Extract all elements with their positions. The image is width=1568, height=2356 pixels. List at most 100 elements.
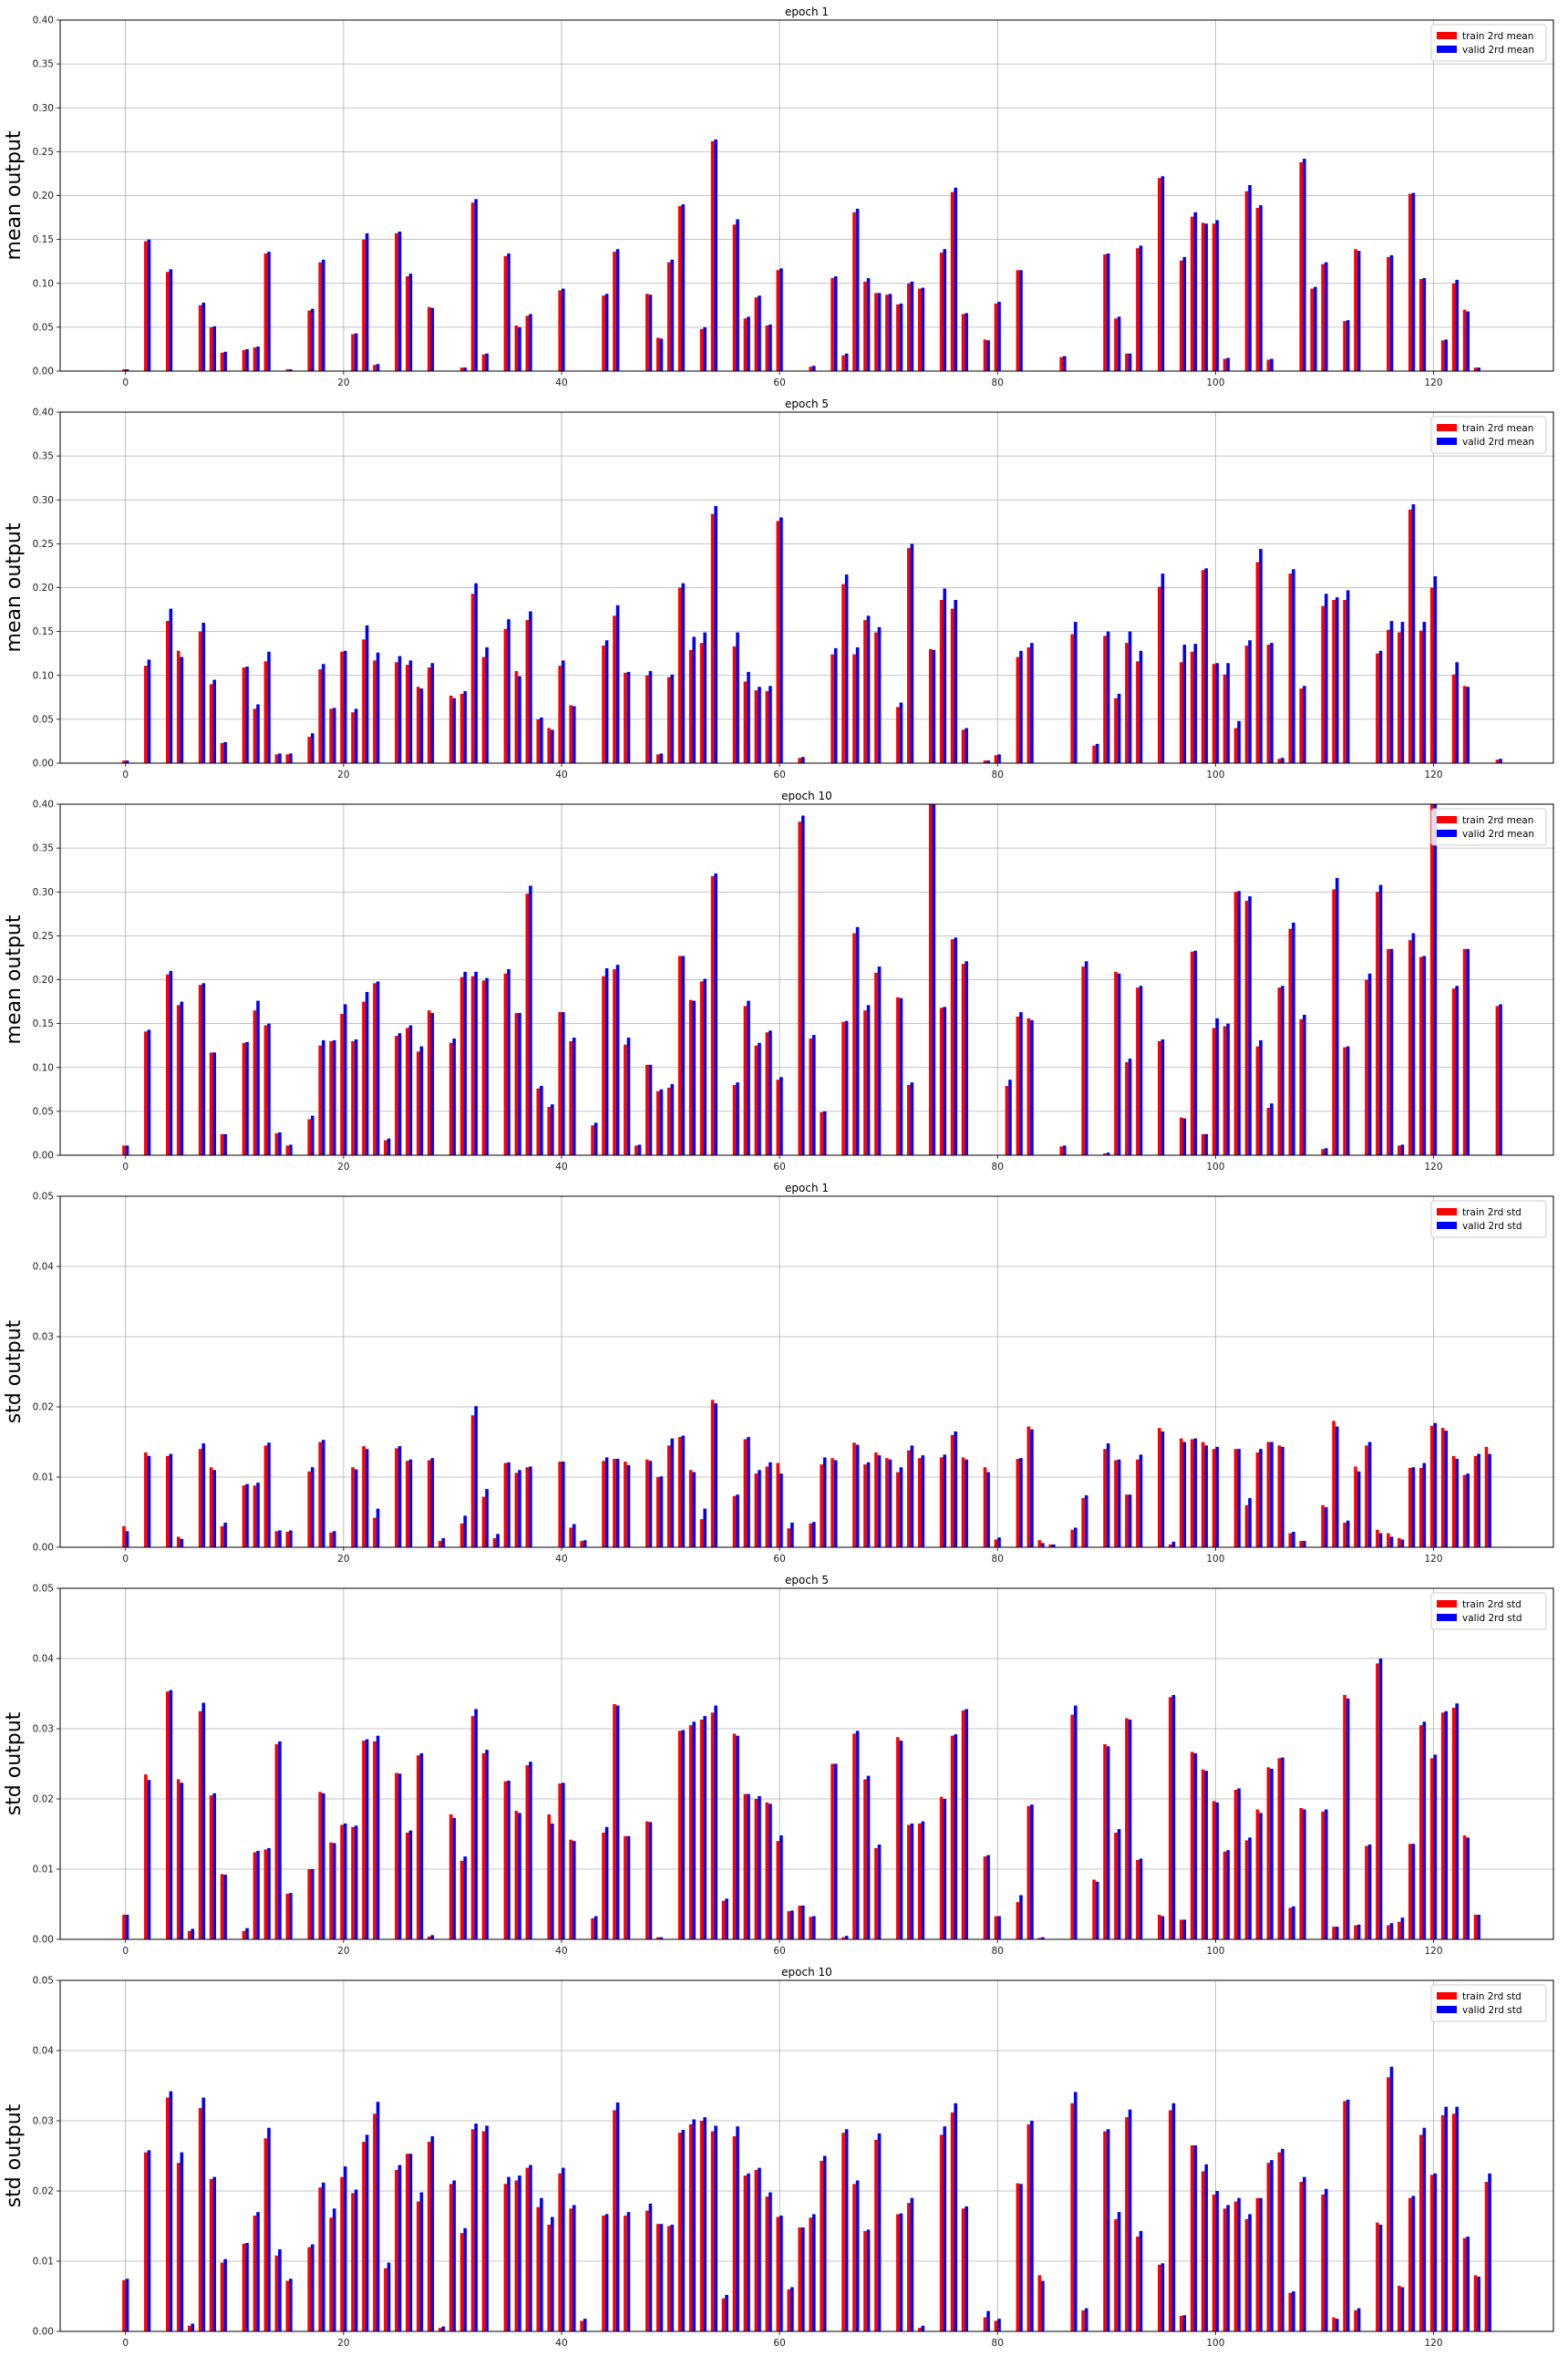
x-tick-label: 0 xyxy=(122,1946,129,1957)
valid-bar xyxy=(1030,643,1034,763)
valid-bar xyxy=(1193,2144,1198,2331)
valid-bar xyxy=(561,1462,565,1547)
valid-bar xyxy=(463,971,467,1155)
valid-bar xyxy=(670,259,675,371)
valid-bar xyxy=(1073,1705,1078,1939)
valid-bar xyxy=(343,1004,347,1155)
train-bar xyxy=(677,206,682,371)
valid-bar xyxy=(877,966,882,1155)
train-bar xyxy=(209,1052,213,1155)
valid-bar xyxy=(855,2180,860,2331)
valid-bar xyxy=(670,674,675,763)
valid-bar xyxy=(485,646,489,763)
train-bar xyxy=(688,2124,693,2331)
train-bar xyxy=(274,1132,279,1155)
valid-bar xyxy=(529,1466,532,1547)
valid-bar xyxy=(1215,1018,1219,1155)
train-bar xyxy=(373,660,377,763)
train-bar xyxy=(536,1088,541,1155)
train-bar xyxy=(645,1064,649,1155)
train-bar xyxy=(1136,2237,1140,2331)
chart-panel-2: 0.00 0.05 0.10 0.15 0.20 0.25 0.30 0.35 0.40 0 20 4… xyxy=(3,790,1554,1173)
valid-bar xyxy=(932,649,936,763)
valid-bar xyxy=(626,1835,631,1939)
valid-bar xyxy=(1389,254,1394,371)
train-bar xyxy=(1136,248,1140,371)
valid-bar xyxy=(1215,1802,1219,1939)
train-bar xyxy=(1103,1449,1107,1547)
valid-bar xyxy=(529,1762,532,1939)
valid-bar xyxy=(1411,1467,1416,1547)
train-bar xyxy=(983,339,987,371)
train-bar xyxy=(307,2247,311,2331)
train-bar xyxy=(253,1010,257,1155)
train-bar xyxy=(688,999,693,1155)
y-tick-label: 0.02 xyxy=(33,1794,54,1805)
train-bar xyxy=(1244,900,1249,1156)
valid-bar xyxy=(1019,1895,1023,1939)
valid-bar xyxy=(769,2192,772,2331)
train-bar xyxy=(1026,1805,1031,1939)
train-bar xyxy=(1212,1028,1216,1155)
valid-bar xyxy=(1106,1152,1110,1155)
train-bar xyxy=(198,2108,202,2331)
train-bar xyxy=(1103,1743,1107,1939)
valid-bar xyxy=(474,2124,478,2331)
valid-bar xyxy=(256,1483,260,1547)
train-bar xyxy=(569,705,573,763)
train-bar xyxy=(1299,161,1304,371)
train-bar xyxy=(1190,951,1194,1155)
train-bar xyxy=(362,239,366,372)
train-bar xyxy=(939,1457,944,1547)
valid-bar xyxy=(452,1817,457,1939)
valid-bar xyxy=(659,2224,664,2331)
train-bar xyxy=(1125,1494,1129,1547)
valid-bar xyxy=(997,2319,1001,2331)
valid-bar xyxy=(615,1458,620,1547)
train-bar xyxy=(602,295,605,371)
train-bar xyxy=(285,1893,290,1939)
valid-bar xyxy=(343,650,347,763)
y-tick-label: 0.15 xyxy=(33,1018,54,1029)
train-bar xyxy=(1387,256,1390,372)
train-bar xyxy=(994,755,998,763)
valid-bar xyxy=(1324,2188,1328,2331)
valid-bar xyxy=(147,1455,151,1547)
valid-bar xyxy=(1346,320,1350,371)
train-bar xyxy=(459,976,464,1155)
train-bar xyxy=(1179,260,1183,371)
train-bar xyxy=(1398,1537,1401,1547)
train-bar xyxy=(994,303,998,371)
train-bar xyxy=(329,1532,333,1547)
train-bar xyxy=(874,293,878,371)
valid-bar xyxy=(463,367,467,371)
valid-bar xyxy=(833,647,838,763)
train-bar xyxy=(459,367,464,371)
train-bar xyxy=(677,587,682,763)
y-tick-label: 0.03 xyxy=(33,1724,54,1735)
valid-bar xyxy=(681,1435,686,1547)
train-bar xyxy=(165,1455,170,1547)
train-bar xyxy=(830,277,834,371)
legend-label: train 2rd std xyxy=(1462,1207,1522,1218)
y-tick-label: 0.02 xyxy=(33,2186,54,2197)
valid-bar xyxy=(725,1898,728,1939)
valid-bar xyxy=(779,1473,783,1547)
valid-bar xyxy=(430,1935,435,1939)
train-bar xyxy=(1244,646,1249,763)
y-tick-label: 0.35 xyxy=(33,59,54,70)
valid-bar xyxy=(278,1741,282,1939)
legend-swatch xyxy=(1437,1208,1457,1215)
valid-bar xyxy=(1193,1752,1198,1939)
train-bar xyxy=(176,1005,181,1155)
valid-bar xyxy=(659,1089,664,1155)
train-bar xyxy=(176,1779,181,1939)
train-bar xyxy=(318,669,322,763)
valid-bar xyxy=(551,2216,554,2331)
valid-bar xyxy=(910,1082,914,1155)
legend-label: valid 2rd mean xyxy=(1462,437,1534,448)
valid-bar xyxy=(376,2102,380,2331)
valid-bar xyxy=(441,2326,446,2331)
valid-bar xyxy=(790,2287,794,2331)
valid-bar xyxy=(877,293,882,371)
